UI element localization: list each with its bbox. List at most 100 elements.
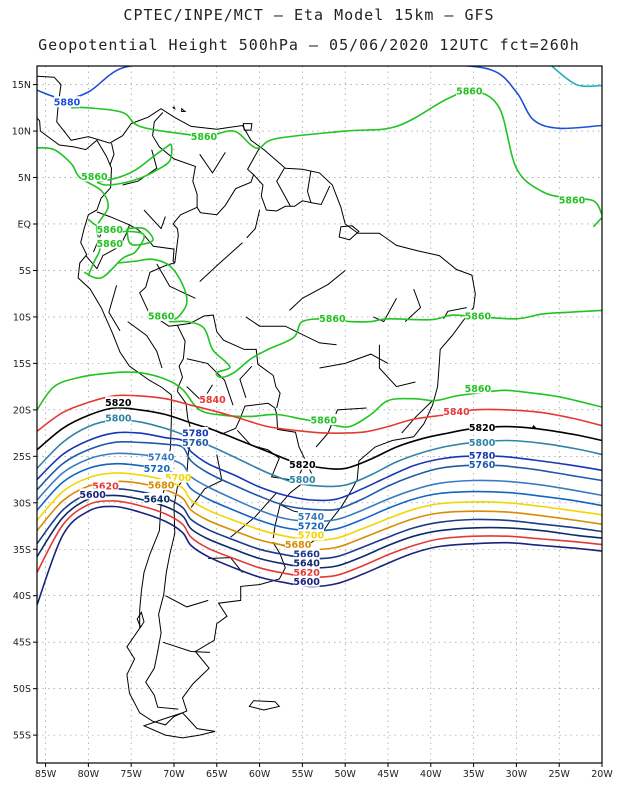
contour-label-5640: 5640 <box>144 494 171 505</box>
country-border <box>319 353 389 369</box>
country-border <box>290 170 312 207</box>
contour-line-5860 <box>96 143 173 186</box>
lat-label: EQ <box>18 219 31 230</box>
country-border <box>186 358 234 406</box>
lon-label: 60W <box>249 769 271 780</box>
country-border <box>143 209 166 230</box>
contour-label-5860: 5860 <box>456 87 483 98</box>
lon-label: 80W <box>78 769 100 780</box>
contour-label-5680: 5680 <box>285 540 312 551</box>
contour-label-background <box>319 312 346 324</box>
contour-line-5860 <box>71 89 602 216</box>
country-border <box>85 211 131 270</box>
contour-label-5820: 5820 <box>289 460 316 471</box>
lon-label: 45W <box>377 769 399 780</box>
contour-label-5740: 5740 <box>298 512 325 523</box>
contour-label-background <box>310 414 337 426</box>
contour-label-5620: 5620 <box>92 481 119 492</box>
contour-label-background <box>148 479 175 491</box>
contour-label-5600: 5600 <box>293 577 320 588</box>
contour-label-background <box>469 421 496 433</box>
country-border <box>274 407 307 462</box>
contour-label-background <box>105 412 132 424</box>
contour-line-5840 <box>37 394 602 434</box>
coastline <box>37 75 476 726</box>
country-border <box>315 407 367 448</box>
contour-line-5620 <box>37 500 602 578</box>
contour-label-background <box>293 575 320 587</box>
coastline <box>531 424 537 428</box>
contour-label-background <box>182 436 209 448</box>
contour-label-5860: 5860 <box>97 239 124 250</box>
contour-label-5860: 5860 <box>191 132 218 143</box>
contour-label-5800: 5800 <box>469 438 496 449</box>
country-border <box>127 321 163 369</box>
contour-label-background <box>469 436 496 448</box>
country-border <box>109 142 115 166</box>
lat-label: 5S <box>19 266 31 277</box>
country-border <box>246 209 261 239</box>
lon-label: 55W <box>292 769 314 780</box>
contour-label-5660: 5660 <box>293 549 320 560</box>
contour-label-background <box>456 85 483 97</box>
contour-label-background <box>143 492 170 504</box>
contour-label-5780: 5780 <box>182 429 209 440</box>
contour-label-background <box>464 382 491 394</box>
country-border <box>253 167 292 212</box>
country-border <box>289 270 346 311</box>
country-border <box>239 365 253 398</box>
contour-label-background <box>293 566 320 578</box>
contour-line-5700 <box>37 472 602 541</box>
lat-label: 30S <box>13 498 31 509</box>
contour-label-5880: 5880 <box>54 98 81 109</box>
contour-label-background <box>79 488 106 500</box>
contour-label-5620: 5620 <box>293 568 320 579</box>
lon-label: 50W <box>334 769 356 780</box>
lon-label: 70W <box>163 769 185 780</box>
contour-label-background <box>148 309 175 321</box>
contour-label-background <box>297 519 324 531</box>
contour-label-background <box>96 237 123 249</box>
country-border <box>373 298 397 323</box>
contour-label-background <box>297 510 324 522</box>
country-border <box>245 316 337 346</box>
contour-label-5700: 5700 <box>298 531 325 542</box>
lat-label: 35S <box>13 545 31 556</box>
contour-line-5860 <box>37 147 109 276</box>
country-border <box>199 152 226 174</box>
coastline <box>142 712 216 739</box>
contour-label-background <box>469 458 496 470</box>
latitude-axis-labels: 15N 10N 5N EQ 5S 10S 15S 20S 25S 30S 35S 40S 45S 50S 5… <box>12 80 37 742</box>
lon-label: 85W <box>35 769 57 780</box>
contour-line-5860 <box>118 258 602 379</box>
longitude-axis-labels: 85W 80W 75W 70W 65W 60W 55W 50W 45W 40W 35W 30W 25W 2… <box>35 763 613 780</box>
country-border <box>200 147 261 216</box>
country-border <box>152 112 201 214</box>
country-border <box>172 206 198 264</box>
lon-label: 20W <box>591 769 613 780</box>
contour-line-5600 <box>37 505 602 606</box>
contour-label-background <box>289 473 316 485</box>
contour-label-background <box>165 471 192 483</box>
contour-label-5800: 5800 <box>289 475 316 486</box>
contour-label-background <box>443 405 470 417</box>
country-border <box>190 454 223 508</box>
contour-label-5780: 5780 <box>469 451 496 462</box>
country-border <box>401 400 433 434</box>
lon-label: 75W <box>120 769 142 780</box>
country-border <box>145 436 194 710</box>
contour-label-background <box>81 170 108 182</box>
country-border <box>108 285 121 332</box>
coastline <box>172 106 176 110</box>
contour-line-5860 <box>592 216 602 228</box>
coastline <box>181 107 187 112</box>
contour-label-background <box>285 538 312 550</box>
contour-label-background <box>464 309 491 321</box>
contour-label-5840: 5840 <box>199 395 226 406</box>
contour-label-background <box>559 193 586 205</box>
country-border <box>404 288 422 322</box>
contour-line-5880 <box>37 66 602 130</box>
map-title-line-1: CPTEC/INPE/MCT – Eta Model 15km – GFS <box>123 6 495 24</box>
contour-label-background <box>190 130 217 142</box>
contour-label-background <box>199 393 226 405</box>
